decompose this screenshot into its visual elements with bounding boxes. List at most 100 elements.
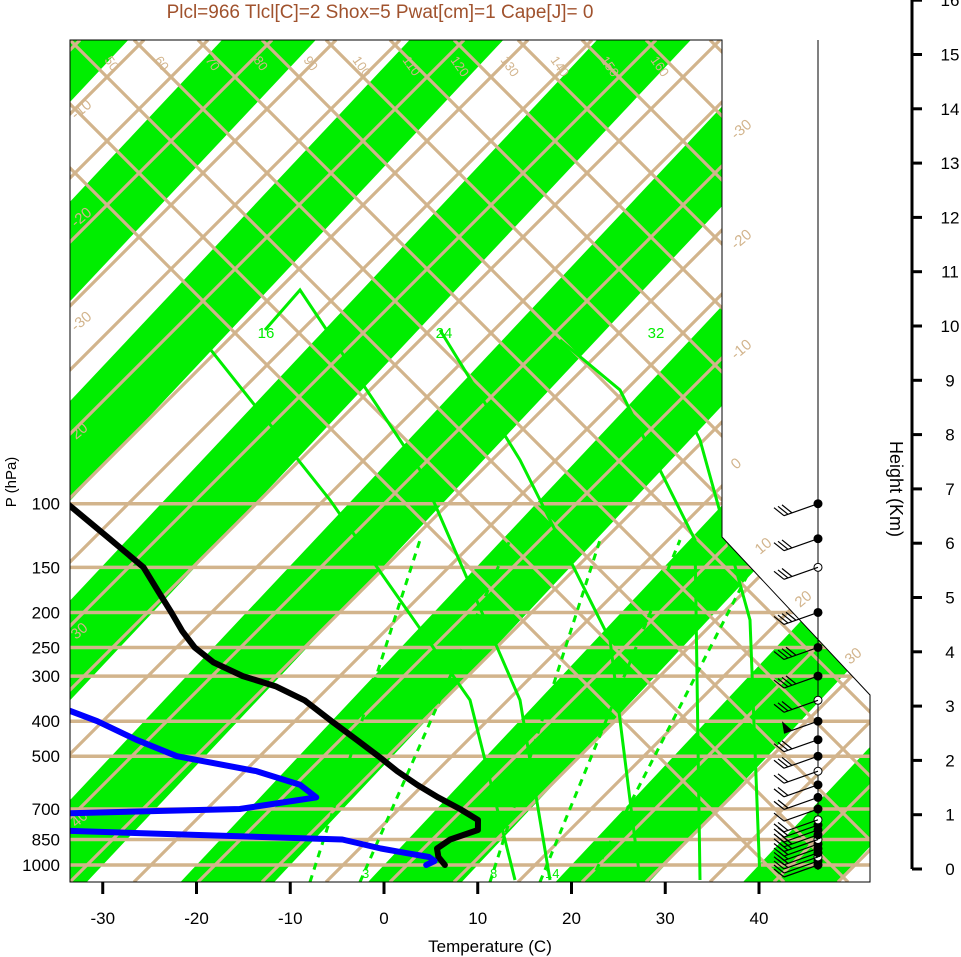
height-tick-label: 15: [941, 46, 960, 65]
dry-adiabat-lines: [70, 40, 870, 882]
wind-barb-flag: [773, 743, 785, 753]
isotherm-label: 100: [350, 53, 375, 79]
height-tick-label: 16: [941, 0, 960, 10]
wind-barb-shaft: [783, 675, 819, 689]
wind-barb-shaft: [783, 784, 819, 798]
wind-barb-shaft: [783, 755, 819, 769]
wind-barb-shaft: [783, 720, 819, 734]
wind-barb-shaft: [783, 699, 819, 713]
wind-barb-shaft: [783, 503, 819, 517]
dry-adiabat-line: [70, 40, 274, 882]
wind-barb-flag: [785, 611, 797, 621]
theta-label: 30: [842, 644, 866, 668]
wind-barb-shaft: [783, 824, 819, 838]
wind-barb-flag: [781, 613, 793, 623]
mixing-ratio-label: 14: [545, 866, 559, 881]
dry-adiabat-line: [516, 40, 870, 882]
height-axis-label: Height (Km): [886, 441, 906, 537]
isotherm-label: 70: [203, 53, 224, 73]
wind-barb-shaft: [783, 852, 819, 866]
pressure-tick-label: 1000: [22, 856, 60, 875]
wind-barb-flag: [773, 833, 785, 843]
wind-barb-shaft: [783, 843, 819, 857]
wind-barb-flag: [781, 676, 793, 686]
height-tick-label: 0: [945, 860, 954, 879]
height-tick-label: 11: [941, 263, 959, 282]
y-axis-label: P (hPa): [3, 457, 20, 508]
dry-adiabat-line: [70, 40, 658, 882]
temperature-tick-label: -30: [90, 909, 115, 928]
dry-adiabat-line: [644, 40, 870, 882]
temperature-tick-label: -20: [184, 909, 209, 928]
height-tick-label: 13: [941, 154, 960, 173]
wind-barb-flag: [781, 648, 793, 658]
dry-adiabat-line: [70, 40, 594, 882]
wind-barb-flag: [773, 838, 785, 848]
wind-barb-flag: [777, 649, 789, 659]
wind-barb-flag: [773, 651, 785, 660]
pressure-tick-label: 850: [32, 830, 60, 849]
wind-barb-flag: [773, 759, 785, 769]
wind-barb-flag: [785, 646, 797, 656]
height-tick-label: 9: [945, 371, 954, 390]
isotherm-label: 80: [251, 53, 272, 73]
wind-barb-flag: [777, 799, 789, 809]
theta-label: -30: [68, 308, 96, 335]
wind-barb-flag: [773, 843, 785, 852]
dry-adiabat-line: [70, 40, 870, 882]
height-tick-label: 10: [941, 317, 960, 336]
moist-adiabat-line: [193, 329, 517, 881]
wind-barb-flag: [777, 678, 789, 688]
mixing-ratio-line: [538, 539, 682, 882]
wind-barb-shaft: [783, 646, 819, 661]
dry-adiabat-line: [70, 40, 338, 882]
wind-barb-flag: [781, 701, 793, 710]
wind-barb-shaft: [783, 808, 819, 822]
wind-barb-shaft: [783, 856, 819, 870]
wind-barb-flag: [777, 786, 789, 796]
sat-adiabat-label: 12: [188, 325, 205, 342]
wind-barb-shaft: [783, 819, 819, 833]
theta-label: -10: [68, 96, 96, 123]
pressure-tick-label: 400: [32, 712, 60, 731]
temperature-tick-label: 20: [562, 909, 581, 928]
wind-barb-flag: [777, 741, 789, 751]
sat-adiabat-label: 16: [258, 325, 275, 342]
mixing-ratio-label: 8: [490, 866, 497, 881]
theta-label: -20: [728, 226, 756, 253]
wind-barb-shaft: [783, 566, 819, 580]
wind-barb-shaft: [783, 611, 819, 626]
wind-barb-flag: [773, 851, 785, 861]
theta-label: 0: [728, 455, 745, 473]
wind-barb-shaft: [783, 847, 819, 862]
wind-barb-pennant: [782, 721, 792, 734]
isotherm-band: [555, 40, 870, 882]
pressure-tick-label: 100: [32, 495, 60, 514]
wind-barb-flag: [781, 740, 793, 750]
wind-barb-flag: [773, 774, 785, 784]
height-tick-label: 7: [945, 480, 954, 499]
wind-barb-flag: [785, 675, 797, 685]
isotherm-band: [70, 40, 316, 882]
dry-adiabat-line: [132, 40, 870, 882]
wind-barb-flag: [773, 864, 785, 874]
height-tick-label: 6: [945, 534, 954, 553]
dry-adiabat-line: [708, 40, 870, 882]
wind-barb-shaft: [783, 864, 819, 878]
wind-barb-flag: [781, 539, 793, 549]
isotherm-label: 60: [152, 53, 173, 73]
wind-barb-flag: [777, 702, 789, 712]
wind-barb-flag: [773, 679, 785, 689]
pressure-tick-label: 250: [32, 638, 60, 657]
wind-barb-flag: [773, 788, 785, 798]
moist-adiabat-line: [559, 338, 702, 881]
dry-adiabat-line: [452, 40, 870, 882]
temperature-tick-label: -10: [278, 909, 303, 928]
wind-barb-flag: [773, 847, 785, 857]
wind-barb-flag: [781, 756, 793, 766]
wind-barb-flag: [773, 570, 785, 580]
mixing-ratio-line: [588, 569, 752, 882]
isotherm-label: 130: [498, 53, 523, 79]
